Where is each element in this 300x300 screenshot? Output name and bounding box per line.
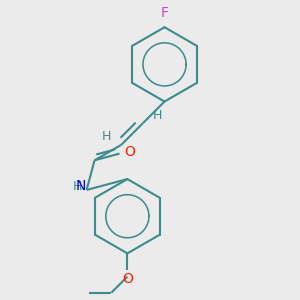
Text: N: N <box>76 179 86 193</box>
Text: F: F <box>160 6 169 20</box>
Text: H: H <box>152 109 162 122</box>
Text: O: O <box>124 145 135 159</box>
Text: O: O <box>122 272 133 286</box>
Text: H: H <box>72 180 82 193</box>
Text: H: H <box>102 130 111 143</box>
